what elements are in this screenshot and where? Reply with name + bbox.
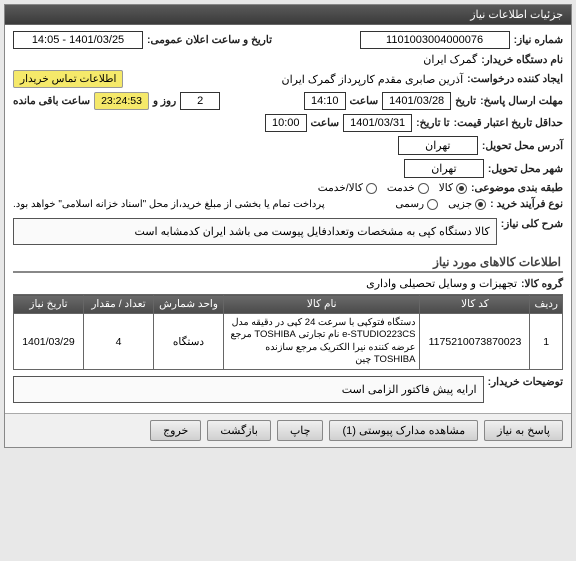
th-unit: واحد شمارش	[154, 295, 224, 314]
cell-name: دستگاه فتوکپی با سرعت 24 کپی در دقیقه مد…	[224, 314, 420, 370]
exit-button[interactable]: خروج	[150, 420, 201, 441]
need-desc-label: شرح کلی نیاز:	[501, 218, 563, 230]
deadline-label: مهلت ارسال پاسخ:	[480, 95, 563, 107]
valid-label: حداقل تاریخ اعتبار قیمت:	[454, 117, 563, 129]
radio-goods[interactable]: کالا	[439, 182, 467, 194]
goods-group-value: تجهیزات و وسایل تحصیلی واداری	[366, 277, 517, 290]
delivery-city-label: شهر محل تحویل:	[488, 163, 563, 175]
th-qty: تعداد / مقدار	[84, 295, 154, 314]
cell-unit: دستگاه	[154, 314, 224, 370]
cell-idx: 1	[530, 314, 563, 370]
type-radio-group: کالا خدمت کالا/خدمت	[318, 182, 467, 194]
need-desc-value: کالا دستگاه کپی به مشخصات وتعدادفایل پیو…	[13, 218, 497, 245]
goods-section-title: اطلاعات کالاهای مورد نیاز	[13, 251, 563, 273]
radio-dot-icon	[427, 199, 438, 210]
buyer-notes-label: توضیحات خریدار:	[488, 376, 563, 388]
attachments-button[interactable]: مشاهده مدارک پیوستی (1)	[329, 420, 478, 441]
remaining-label: ساعت باقی مانده	[13, 95, 90, 107]
th-name: نام کالا	[224, 295, 420, 314]
valid-date: 1401/03/31	[343, 114, 412, 132]
deadline-date: 1401/03/28	[382, 92, 451, 110]
contact-info-button[interactable]: اطلاعات تماس خریدار	[13, 70, 123, 88]
requester-value: آذرین صابری مقدم کارپرداز گمرک ایران	[127, 73, 463, 86]
delivery-addr-value: تهران	[398, 136, 478, 155]
buyer-name-value: گمرک ایران	[423, 53, 477, 66]
goods-table: ردیف کد کالا نام کالا واحد شمارش تعداد /…	[13, 294, 563, 370]
need-no-label: شماره نیاز:	[514, 34, 563, 46]
delivery-addr-label: آدرس محل تحویل:	[482, 140, 563, 152]
th-date: تاریخ نیاز	[14, 295, 84, 314]
footer-buttons: پاسخ به نیاز مشاهده مدارک پیوستی (1) چاپ…	[5, 413, 571, 447]
requester-label: ایجاد کننده درخواست:	[467, 73, 563, 85]
time-word-1: ساعت	[350, 95, 379, 107]
buyer-notes-value: ارایه پیش فاکتور الزامی است	[13, 376, 484, 403]
radio-official[interactable]: رسمی	[395, 198, 438, 210]
need-no-value: 1101003004000076	[360, 31, 510, 49]
respond-button[interactable]: پاسخ به نیاز	[484, 420, 563, 441]
to-date-label: تا تاریخ:	[416, 117, 449, 129]
valid-time: 10:00	[265, 114, 307, 132]
radio-service[interactable]: خدمت	[387, 182, 429, 194]
day-and: روز و	[153, 95, 176, 107]
delivery-city-value: تهران	[404, 159, 484, 178]
radio-dot-icon	[456, 183, 467, 194]
date-word-1: تاریخ	[455, 95, 476, 107]
remain-time: 23:24:53	[94, 92, 149, 110]
radio-dot-icon	[475, 199, 486, 210]
print-button[interactable]: چاپ	[277, 420, 324, 441]
process-label: نوع فرآیند خرید :	[490, 198, 563, 210]
return-button[interactable]: بازگشت	[207, 420, 271, 441]
radio-goods-service[interactable]: کالا/خدمت	[318, 182, 377, 194]
radio-general[interactable]: جزیی	[448, 198, 486, 210]
table-row[interactable]: 1 1175210073870023 دستگاه فتوکپی با سرعت…	[14, 314, 563, 370]
remain-days: 2	[180, 92, 220, 110]
goods-group-label: گروه کالا:	[521, 278, 563, 290]
announce-label: تاریخ و ساعت اعلان عمومی:	[147, 34, 272, 46]
cell-date: 1401/03/29	[14, 314, 84, 370]
buyer-name-label: نام دستگاه خریدار:	[481, 54, 563, 66]
type-label: طبقه بندی موضوعی:	[471, 182, 563, 194]
cell-code: 1175210073870023	[420, 314, 530, 370]
panel-content: شماره نیاز: 1101003004000076 تاریخ و ساع…	[5, 25, 571, 413]
announce-value: 1401/03/25 - 14:05	[13, 31, 143, 49]
radio-dot-icon	[366, 183, 377, 194]
th-code: کد کالا	[420, 295, 530, 314]
process-radio-group: جزیی رسمی	[395, 198, 486, 210]
payment-note: پرداخت تمام یا بخشی از مبلغ خرید،از محل …	[13, 199, 325, 210]
details-panel: جزئیات اطلاعات نیاز شماره نیاز: 11010030…	[4, 4, 572, 448]
th-row: ردیف	[530, 295, 563, 314]
time-word-2: ساعت	[311, 117, 340, 129]
cell-qty: 4	[84, 314, 154, 370]
panel-title: جزئیات اطلاعات نیاز	[5, 5, 571, 25]
deadline-time: 14:10	[304, 92, 346, 110]
radio-dot-icon	[418, 183, 429, 194]
